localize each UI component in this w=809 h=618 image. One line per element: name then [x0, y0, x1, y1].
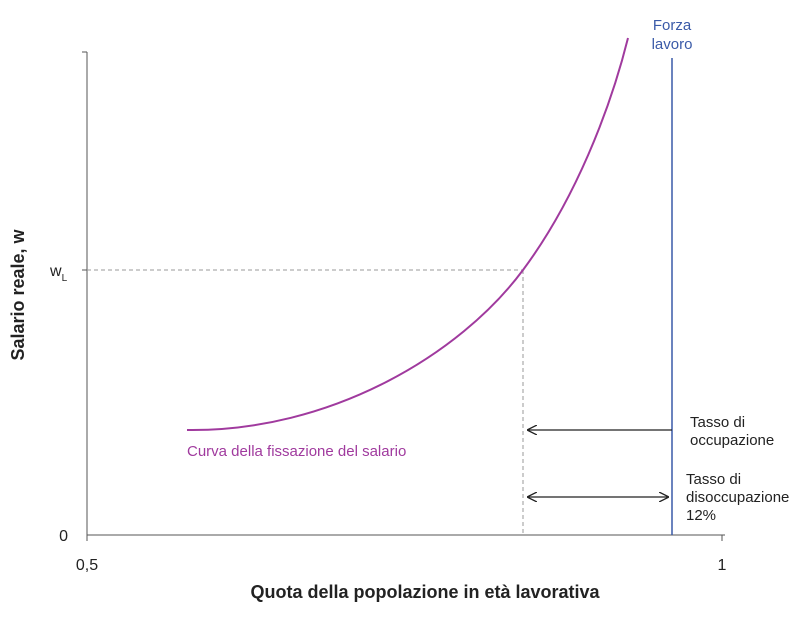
- labor-force-label: Forza: [653, 17, 692, 34]
- x-tick-label: 0,5: [76, 557, 98, 574]
- y-axis-title: Salario reale, w: [8, 228, 28, 360]
- curve-label: Curva della fissazione del salario: [187, 443, 406, 460]
- x-axis-title: Quota della popolazione in età lavorativ…: [250, 582, 600, 602]
- unemployment-label: 12%: [686, 507, 716, 524]
- wage-subscript: L: [62, 273, 68, 284]
- wage-base: w: [49, 263, 62, 280]
- unemployment-label: disoccupazione: [686, 489, 789, 506]
- employment-label: Tasso di: [690, 414, 745, 431]
- x-tick-label: 1: [718, 557, 727, 574]
- wage-label: wL: [49, 263, 68, 284]
- employment-label: occupazione: [690, 432, 774, 449]
- labor-force-label: lavoro: [652, 36, 693, 53]
- unemployment-label: Tasso di: [686, 471, 741, 488]
- wage-setting-curve: [186, 37, 629, 432]
- y-tick-label: 0: [59, 528, 68, 545]
